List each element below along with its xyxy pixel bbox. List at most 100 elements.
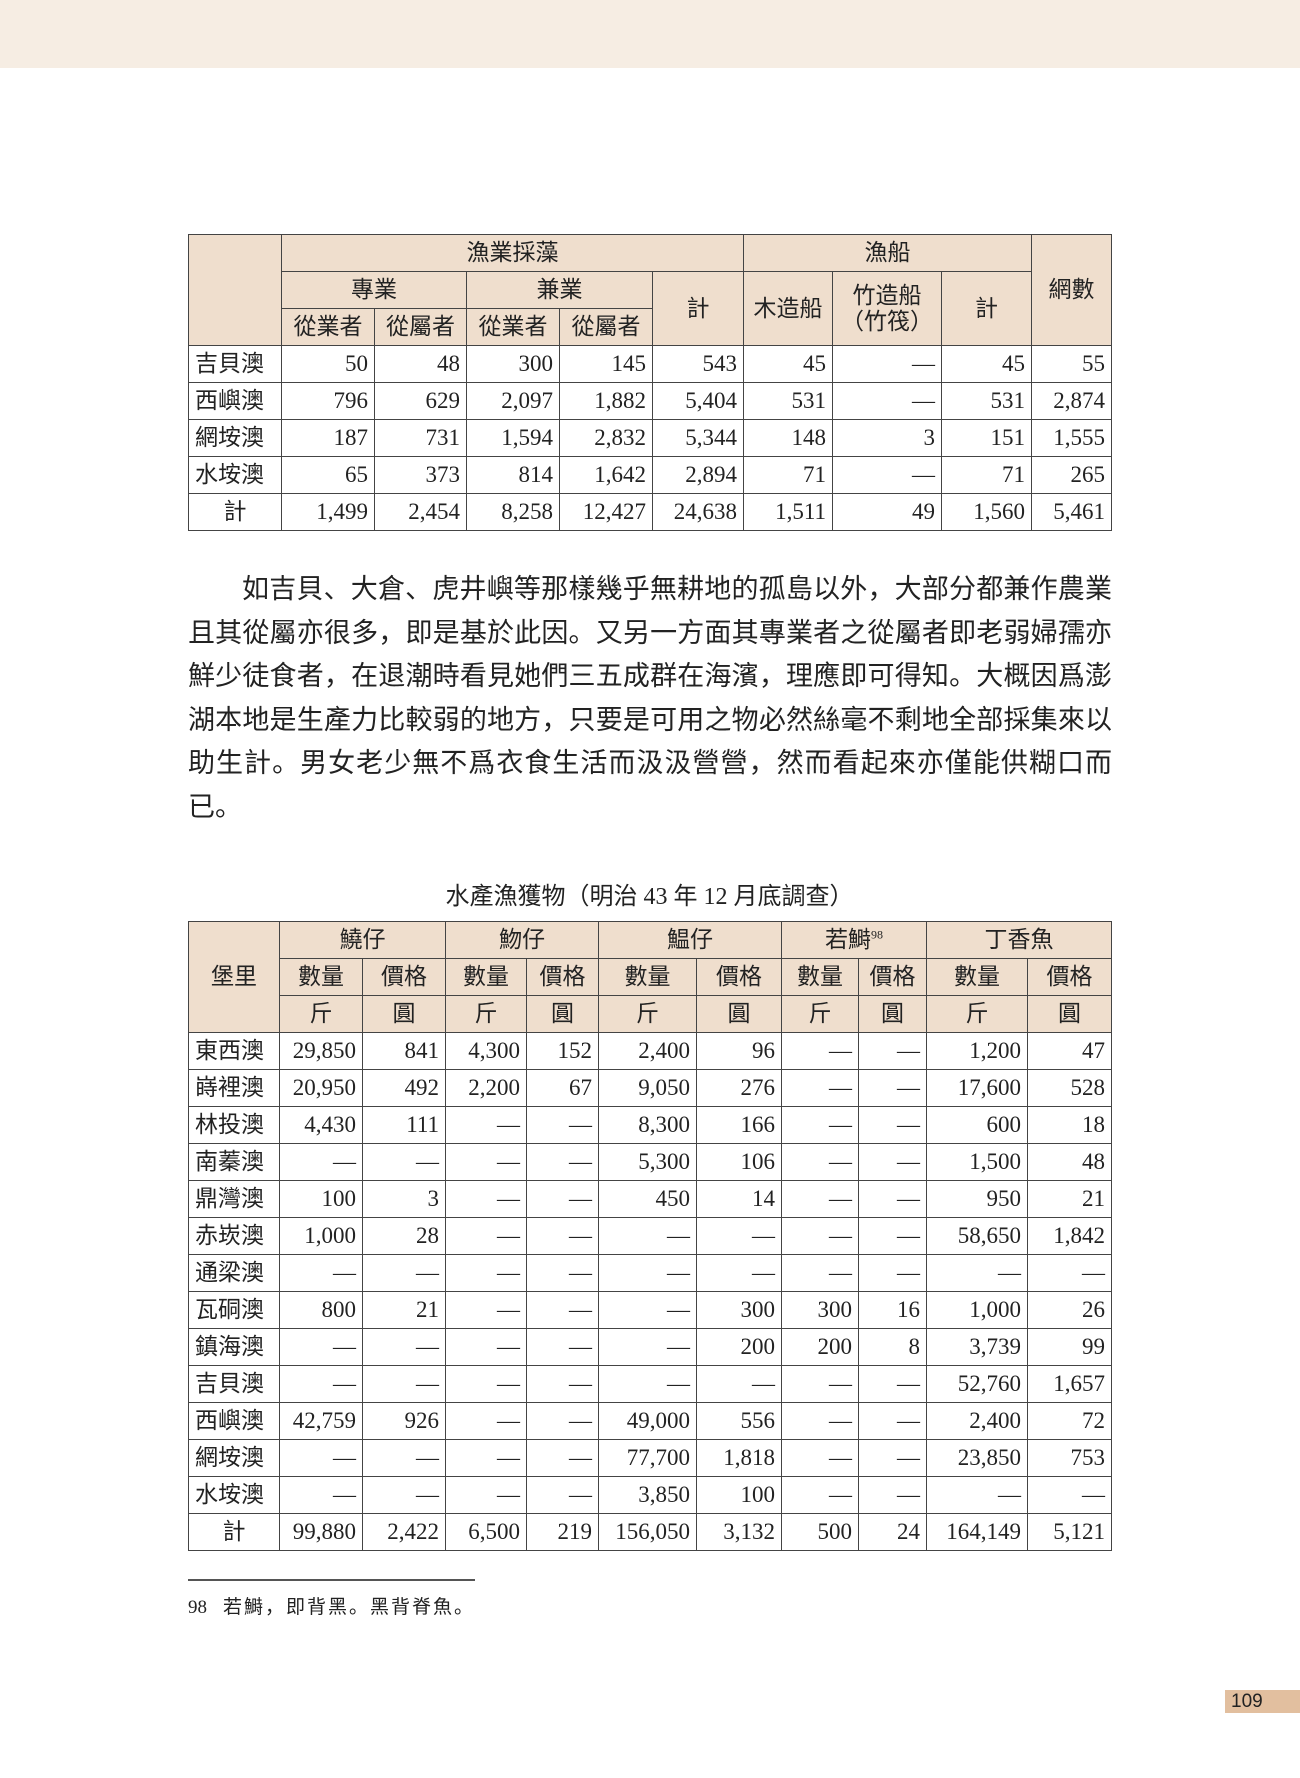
table-cell: 49 — [832, 493, 942, 531]
table-cell: — — [445, 1328, 527, 1366]
table-cell: — — [598, 1365, 697, 1403]
table-cell: 629 — [374, 382, 467, 420]
table-cell: 77,700 — [598, 1439, 697, 1477]
table-cell: 2,874 — [1031, 382, 1113, 420]
table-cell: — — [279, 1476, 363, 1514]
table-cell: 926 — [362, 1402, 446, 1440]
table-cell: — — [781, 1439, 859, 1477]
row-label: 嵵裡澳 — [188, 1069, 280, 1107]
table-cell: 45 — [940, 345, 1033, 383]
header-unit: 圓 — [858, 995, 927, 1033]
table-cell: 1,818 — [696, 1439, 782, 1477]
table-row: 網垵澳 — — — —77,700 1,818— —23,850 753 — [188, 1439, 1112, 1477]
header-unit: 斤 — [598, 995, 697, 1033]
row-label: 東西澳 — [188, 1032, 280, 1070]
table-cell: 531 — [940, 382, 1033, 420]
header-dependents: 從屬者 — [374, 308, 467, 346]
table-cell: 18 — [1027, 1106, 1112, 1144]
header-price: 價格 — [858, 958, 927, 996]
table-cell: 1,642 — [559, 456, 653, 494]
table-cell: — — [781, 1180, 859, 1218]
table-cell: 48 — [374, 345, 467, 383]
table-cell: — — [362, 1476, 446, 1514]
table-row: 西嶼澳 42,759 926— —49,000 556— —2,400 72 — [188, 1402, 1112, 1440]
table-cell: 65 — [281, 456, 375, 494]
table-cell: 1,882 — [559, 382, 653, 420]
table-cell: 100 — [279, 1180, 363, 1218]
table-cell: 16 — [858, 1291, 927, 1329]
table-cell: — — [279, 1328, 363, 1366]
table-cell: 67 — [526, 1069, 599, 1107]
table-cell: 5,121 — [1027, 1513, 1112, 1551]
table-cell: — — [362, 1328, 446, 1366]
table-row: 南蓁澳 — — — —5,300 106— —1,500 48 — [188, 1143, 1112, 1181]
header-workers: 從業者 — [466, 308, 560, 346]
header-price: 價格 — [696, 958, 782, 996]
table-cell: — — [858, 1439, 927, 1477]
table-cell: — — [1027, 1254, 1112, 1292]
table-cell: 753 — [1027, 1439, 1112, 1477]
table-cell: 300 — [466, 345, 560, 383]
table-cell: 2,097 — [466, 382, 560, 420]
table-cell: 3,739 — [926, 1328, 1028, 1366]
table-cell: — — [279, 1254, 363, 1292]
table-cell: 300 — [781, 1291, 859, 1329]
table-cell: 99,880 — [279, 1513, 363, 1551]
fish-catch-table: 堡里 鱙仔 魩仔 鰛仔 若鰣98 丁香魚 數量 價格 數量 價格 數量 價格 數量 價格 數量價… — [188, 921, 1112, 1551]
row-label: 吉貝澳 — [188, 1365, 280, 1403]
table-cell: 219 — [526, 1513, 599, 1551]
table-row: 瓦硐澳 800 21— — —300 300 16 1,000 26 — [188, 1291, 1112, 1329]
table-cell: — — [781, 1402, 859, 1440]
table-cell: — — [858, 1180, 927, 1218]
footnote-ref: 98 — [871, 927, 883, 942]
header-quantity: 數量 — [598, 958, 697, 996]
table-cell: 29,850 — [279, 1032, 363, 1070]
table-cell: 187 — [281, 419, 375, 457]
table-cell: — — [598, 1291, 697, 1329]
table-cell: — — [526, 1402, 599, 1440]
table-cell: 164,149 — [926, 1513, 1028, 1551]
row-label: 通梁澳 — [188, 1254, 280, 1292]
table-cell: 1,499 — [281, 493, 375, 531]
table-cell: — — [781, 1106, 859, 1144]
table-cell: 1,657 — [1027, 1365, 1112, 1403]
table-cell: — — [926, 1476, 1028, 1514]
table-cell: 99 — [1027, 1328, 1112, 1366]
table-cell: — — [832, 382, 942, 420]
table-cell: — — [858, 1106, 927, 1144]
header-unit: 斤 — [279, 995, 363, 1033]
table-cell: 1,560 — [940, 493, 1033, 531]
table-cell: 24 — [858, 1513, 927, 1551]
table-caption: 水產漁獲物（明治 43 年 12 月底調查） — [445, 884, 854, 910]
table-cell: 2,400 — [926, 1402, 1028, 1440]
table-cell: 3 — [362, 1180, 446, 1218]
table-cell: — — [445, 1106, 527, 1144]
table-cell: — — [526, 1365, 599, 1403]
table-cell: 2,454 — [374, 493, 467, 531]
header-nets: 網數 — [1031, 234, 1113, 346]
table-cell: 528 — [1027, 1069, 1112, 1107]
table-cell: — — [781, 1476, 859, 1514]
table-cell: 1,000 — [926, 1291, 1028, 1329]
table-cell: 28 — [362, 1217, 446, 1255]
row-label: 計 — [188, 1513, 280, 1551]
table-cell: 5,404 — [652, 382, 744, 420]
table-cell: — — [526, 1180, 599, 1218]
table-cell: 3,850 — [598, 1476, 697, 1514]
table-cell: 3 — [832, 419, 942, 457]
corner-cell — [188, 234, 282, 346]
table-row: 吉貝澳 — — — — — — — —52,760 1,657 — [188, 1365, 1112, 1403]
table-cell: 72 — [1027, 1402, 1112, 1440]
table-cell: 8 — [858, 1328, 927, 1366]
table-cell: — — [598, 1328, 697, 1366]
table-cell: 52,760 — [926, 1365, 1028, 1403]
table-cell: 200 — [696, 1328, 782, 1366]
table-cell: 148 — [743, 419, 833, 457]
table-cell: — — [696, 1254, 782, 1292]
table-cell: — — [526, 1328, 599, 1366]
row-label: 鎮海澳 — [188, 1328, 280, 1366]
table-cell: — — [832, 345, 942, 383]
table-cell: 100 — [696, 1476, 782, 1514]
table-cell: 2,422 — [362, 1513, 446, 1551]
table-cell: 6,500 — [445, 1513, 527, 1551]
